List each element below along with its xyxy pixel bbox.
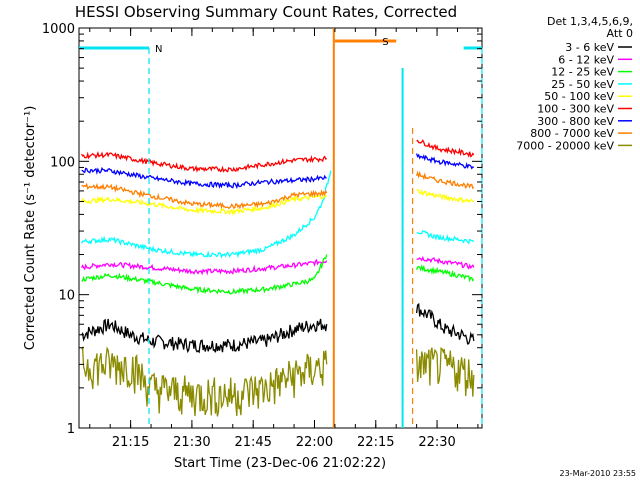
series-line-300-800keV <box>415 153 475 170</box>
series-line-800-7000keV <box>415 170 475 190</box>
series-line-12-25keV <box>81 254 328 295</box>
series-line-50-100keV <box>80 192 328 216</box>
flag-label-n: N <box>155 44 162 55</box>
y-axis-label: Corrected Count Rate (s⁻¹ detector⁻¹) <box>23 106 38 351</box>
series-line-100-300keV <box>81 150 327 174</box>
series-line-25-50keV <box>81 170 332 259</box>
series-line-100-300keV <box>416 139 475 158</box>
status-flags: NS <box>79 37 483 428</box>
series-line-7000-20000keV <box>81 345 328 417</box>
legend-header-detectors: Det 1,3,4,5,6,9, <box>547 15 633 28</box>
legend-label: 3 - 6 keV <box>565 41 614 54</box>
legend-label: 300 - 800 keV <box>537 115 614 128</box>
series-line-6-12keV <box>416 255 475 270</box>
y-axis: 1 10 100 1000 <box>42 22 482 437</box>
series-line-50-100keV <box>416 188 474 204</box>
y-tick-label: 1000 <box>42 22 75 37</box>
x-axis: 21:15 21:30 21:45 22:00 22:15 22:30 <box>89 28 479 450</box>
legend-label: 12 - 25 keV <box>551 66 614 79</box>
footer-timestamp: 23-Mar-2010 23:55 <box>560 469 637 478</box>
legend-label: 50 - 100 keV <box>544 90 614 103</box>
x-axis-label: Start Time (23-Dec-06 21:02:22) <box>174 456 386 471</box>
series-line-300-800keV <box>81 166 327 190</box>
legend-header-attenuator: Att 0 <box>607 27 633 40</box>
data-gap <box>332 28 414 428</box>
series-line-25-50keV <box>416 230 475 245</box>
x-tick-label: 21:30 <box>173 435 210 450</box>
series-line-3-6keV <box>81 318 328 354</box>
y-tick-label: 100 <box>50 155 75 170</box>
x-tick-label: 22:15 <box>357 435 394 450</box>
x-tick-label: 21:15 <box>112 435 149 450</box>
chart-title: HESSI Observing Summary Count Rates, Cor… <box>75 3 457 21</box>
x-tick-label: 22:30 <box>418 435 455 450</box>
series-line-7000-20000keV <box>415 346 475 397</box>
legend-label: 6 - 12 keV <box>558 53 614 66</box>
legend-label: 800 - 7000 keV <box>530 127 614 140</box>
x-tick-label: 21:45 <box>234 435 271 450</box>
series-line-800-7000keV <box>81 182 328 210</box>
series-line-6-12keV <box>81 258 328 276</box>
legend-label: 7000 - 20000 keV <box>516 139 614 152</box>
legend-label: 25 - 50 keV <box>551 78 614 91</box>
series-line-3-6keV <box>415 302 475 345</box>
y-tick-label: 10 <box>58 289 75 304</box>
legend-label: 100 - 300 keV <box>537 103 614 116</box>
series-line-12-25keV <box>415 264 475 283</box>
series-lines <box>80 139 475 417</box>
y-tick-label: 1 <box>67 422 75 437</box>
flag-label-s: S <box>382 37 388 48</box>
x-tick-label: 22:00 <box>296 435 333 450</box>
